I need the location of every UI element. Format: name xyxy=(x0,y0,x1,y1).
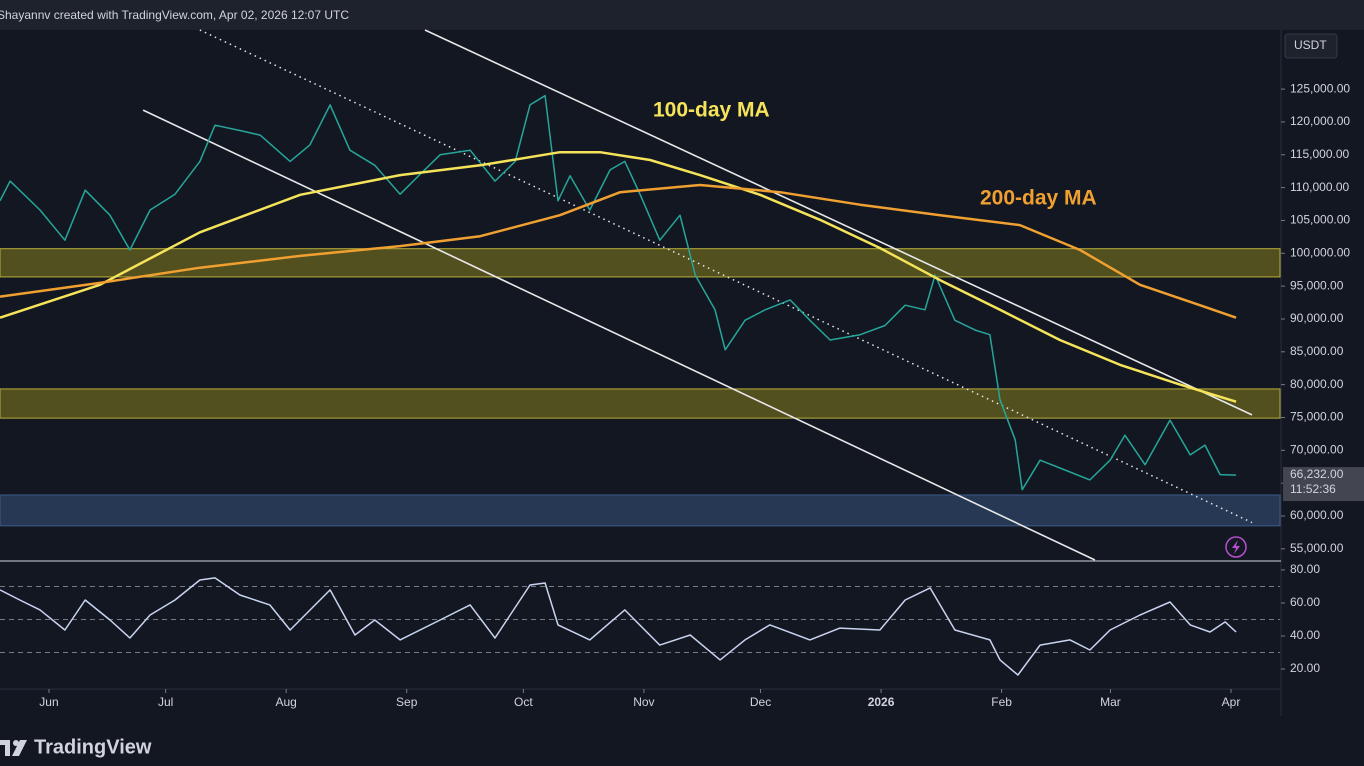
logo-part xyxy=(12,740,27,756)
trendline xyxy=(424,29,1253,416)
logo-part xyxy=(13,740,19,746)
y-tick-label: 60.00 xyxy=(1290,595,1320,609)
x-tick-label: Apr xyxy=(1222,695,1241,709)
x-tick-label: Jun xyxy=(39,695,58,709)
y-tick-label: 80.00 xyxy=(1290,562,1320,576)
y-tick-label: 90,000.00 xyxy=(1290,311,1344,325)
x-tick-label: Oct xyxy=(514,695,533,709)
y-tick-label: 85,000.00 xyxy=(1290,344,1344,358)
x-tick-label: Sep xyxy=(396,695,418,709)
alert-bolt xyxy=(1232,540,1240,554)
last-price-label: 66,232.00 xyxy=(1290,467,1344,481)
y-tick-label: 70,000.00 xyxy=(1290,442,1344,456)
series-line xyxy=(0,577,1237,676)
x-tick-label: 2026 xyxy=(868,695,895,709)
y-tick-label: 55,000.00 xyxy=(1290,541,1344,555)
trendline xyxy=(199,29,1253,524)
zone xyxy=(0,388,1281,419)
y-tick-label: 20.00 xyxy=(1290,661,1320,675)
x-tick-label: Mar xyxy=(1100,695,1121,709)
plot-layer xyxy=(0,29,1281,676)
brand-text: TradingView xyxy=(34,736,152,758)
brand-logo xyxy=(0,740,27,756)
y-tick-label: 115,000.00 xyxy=(1290,147,1349,161)
header-bar xyxy=(0,0,1364,30)
series-line xyxy=(0,150,1237,403)
ma200-annotation: 200-day MA xyxy=(980,187,1097,210)
logo-part xyxy=(0,740,10,756)
last-price-box xyxy=(1283,467,1364,502)
y-tick-label: 125,000.00 xyxy=(1290,81,1350,95)
series-line xyxy=(0,94,1237,491)
trendline xyxy=(142,109,1096,561)
y-tick-label: 80,000.00 xyxy=(1290,377,1344,391)
y-tick-label: 100,000.00 xyxy=(1290,245,1350,259)
countdown-label: 11:52:36 xyxy=(1290,482,1336,496)
x-tick-label: Aug xyxy=(275,695,296,709)
x-tick-label: Dec xyxy=(750,695,771,709)
y-tick-label: 120,000.00 xyxy=(1290,114,1350,128)
alert-icon[interactable] xyxy=(1225,536,1247,558)
header-text: Shayannv created with TradingView.com, A… xyxy=(0,8,349,22)
y-tick-label: 110,000.00 xyxy=(1290,180,1349,194)
ma100-annotation: 100-day MA xyxy=(653,99,770,122)
x-tick-label: Jul xyxy=(158,695,173,709)
zone xyxy=(0,248,1281,278)
zone xyxy=(0,494,1281,527)
y-tick-label: 95,000.00 xyxy=(1290,278,1344,292)
x-tick-label: Feb xyxy=(991,695,1012,709)
y-tick-label: 60,000.00 xyxy=(1290,508,1344,522)
series-line xyxy=(0,183,1237,319)
y-tick-label: 75,000.00 xyxy=(1290,410,1344,424)
y-tick-label: 40.00 xyxy=(1290,628,1320,642)
currency-label: USDT xyxy=(1294,38,1327,52)
x-tick-label: Nov xyxy=(633,695,654,709)
y-tick-label: 105,000.00 xyxy=(1290,213,1350,227)
currency-box xyxy=(1284,33,1338,59)
